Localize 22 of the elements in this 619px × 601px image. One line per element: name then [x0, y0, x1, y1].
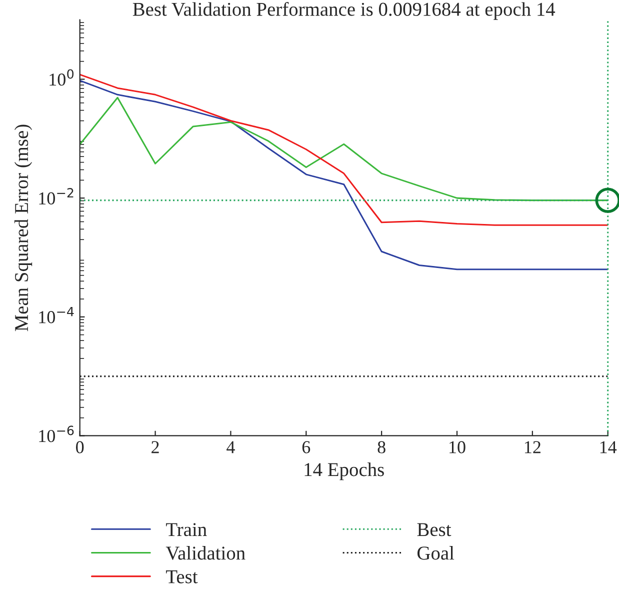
y-tick-label: 10$^{−6}$ [39, 426, 74, 442]
legend-label: Validation [166, 546, 246, 560]
line-series [80, 74, 608, 226]
y-tick-label: 10$^{−4}$ [39, 306, 74, 324]
x-tick-label: 0 [76, 441, 84, 454]
x-axis-title: 14 Epochs [304, 462, 384, 480]
x-tick-label: 4 [226, 441, 235, 454]
x-tick-label: 10 [450, 441, 466, 454]
x-tick-label: 14 [600, 441, 617, 454]
legend-label: Test [166, 570, 198, 584]
x-tick-label: 8 [378, 441, 386, 454]
y-tick-label: 10$^{0}$ [50, 69, 74, 86]
line-series [80, 80, 608, 270]
x-tick-label: 6 [302, 441, 310, 454]
x-tick-label: 2 [152, 441, 159, 454]
legend-label: Train [166, 523, 207, 536]
legend-label: Best [417, 523, 452, 536]
y-tick-label: 10$^{−2}$ [39, 188, 74, 204]
x-tick-label: 12 [524, 441, 540, 454]
legend-label: Goal [417, 546, 454, 560]
y-axis-title: Mean Squared Error (mse) [14, 124, 32, 332]
chart-title: Best Validation Performance is 0.0091684 at epoch 14 [132, 2, 556, 20]
